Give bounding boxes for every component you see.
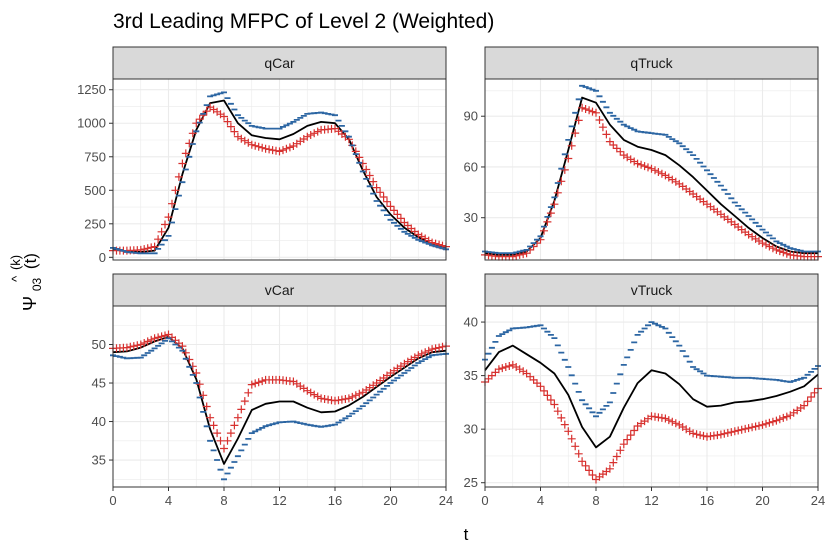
y-tick-label: 35: [92, 453, 106, 468]
y-tick-label: 500: [84, 183, 106, 198]
x-tick-label: 4: [165, 493, 172, 508]
y-tick-label: 30: [464, 422, 478, 437]
x-tick-label: 0: [109, 493, 116, 508]
y-axis-title: ^ (k) Ψ 03 (t): [5, 250, 45, 311]
x-tick-label: 24: [811, 493, 825, 508]
y-tick-label: 40: [92, 414, 106, 429]
x-tick-label: 8: [220, 493, 227, 508]
facet-strip-label: qCar: [264, 55, 295, 71]
facet-strip-label: qTruck: [630, 55, 673, 71]
series-mean-line: [484, 344, 819, 449]
y-axis-title-symbol: Ψ: [20, 296, 40, 311]
y-tick-label: 50: [92, 337, 106, 352]
panel-vTruck: vTruck 25 30 35 40 0 4 8 12 16 20 24: [464, 273, 825, 508]
y-tick-label: 35: [464, 368, 478, 383]
y-tick-label: 250: [84, 216, 106, 231]
facet-strip-label: vCar: [265, 282, 295, 298]
y-tick-label: 45: [92, 376, 106, 391]
x-tick-label: 4: [537, 493, 544, 508]
y-axis-title-superscript: (k): [8, 255, 23, 270]
y-tick-label: 30: [464, 210, 478, 225]
x-tick-label: 20: [383, 493, 397, 508]
panel-border: [484, 78, 819, 261]
facet-strip-label: vTruck: [631, 282, 673, 298]
panels-layer: qCar025050075010001250qTruck306090vCar35…: [77, 46, 825, 508]
x-tick-label: 8: [592, 493, 599, 508]
y-tick-label: 0: [99, 250, 106, 265]
y-tick-label: 1000: [77, 116, 106, 131]
y-tick-label: 750: [84, 149, 106, 164]
panel-qCar: qCar 0 250 500 750 1000 1250: [77, 46, 450, 265]
x-tick-label: 12: [272, 493, 286, 508]
panel-vCar: vCar 35 40 45 50 0 4 8 12 16 20 24: [92, 273, 453, 508]
y-tick-label: 60: [464, 159, 478, 174]
x-axis-title: t: [464, 525, 469, 544]
facet-strip: [484, 273, 819, 307]
panel-qTruck: qTruck 30 60 90: [464, 46, 822, 261]
y-tick-label: 90: [464, 109, 478, 124]
y-tick-label: 1250: [77, 82, 106, 97]
x-tick-label: 16: [328, 493, 342, 508]
x-tick-label: 0: [481, 493, 488, 508]
x-tick-label: 20: [755, 493, 769, 508]
facet-strip: [112, 46, 447, 80]
series-mean-line: [112, 99, 447, 253]
y-axis-title-subscript: 03: [30, 278, 44, 292]
series-group: [109, 330, 450, 481]
svg-text:^ (k) Ψ 03: ^ (k) Ψ 03 (t): [5, 250, 45, 311]
y-axis-title-hat: ^: [9, 275, 24, 282]
facet-strip: [112, 273, 447, 307]
y-tick-label: 40: [464, 315, 478, 330]
facet-strip: [484, 46, 819, 80]
y-tick-label: 25: [464, 475, 478, 490]
panel-border: [112, 78, 447, 261]
x-tick-label: 16: [700, 493, 714, 508]
chart-title: 3rd Leading MFPC of Level 2 (Weighted): [113, 10, 494, 33]
y-axis-title-argument: (t): [21, 253, 40, 269]
x-tick-label: 24: [439, 493, 453, 508]
x-tick-label: 12: [644, 493, 658, 508]
